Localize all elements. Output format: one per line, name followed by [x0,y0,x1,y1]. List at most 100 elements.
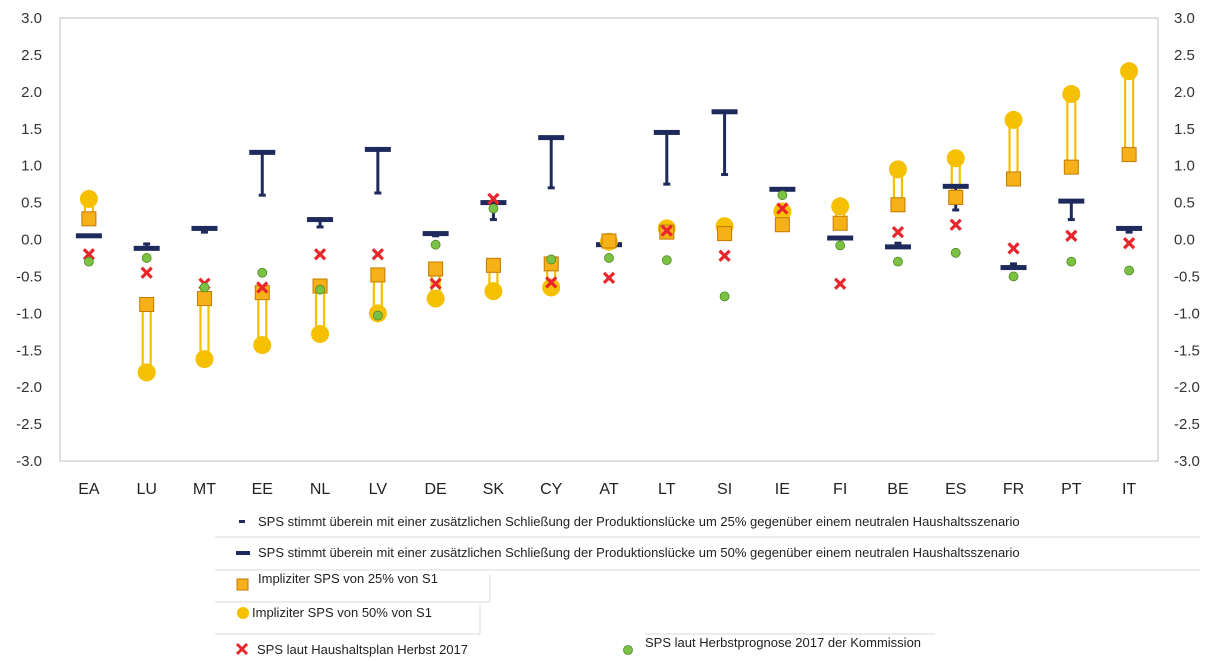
y-tick-left: 0.5 [21,195,42,212]
point-implied-50 [1004,110,1023,129]
marks [75,62,1143,382]
point-25pct-gap [200,230,208,234]
implied-sps-connector [1124,70,1135,156]
point-50pct-gap [422,231,449,237]
point-budget-plan [487,192,500,206]
point-budget-plan [718,249,731,262]
x-category-label: ES [945,481,966,498]
point-50pct-gap [1116,225,1143,231]
legend-label-50: SPS stimmt überein mit einer zusätzliche… [258,545,1020,560]
point-50pct-gap [364,146,391,152]
x-category-label: DE [425,481,447,498]
point-implied-50 [253,336,272,355]
point-commission-forecast [83,256,94,267]
y-tick-left: -2.5 [16,416,42,433]
point-budget-plan [256,281,269,294]
point-implied-25 [81,211,97,227]
point-25pct-gap [547,186,555,190]
point-budget-plan [1065,229,1078,242]
point-25pct-gap [258,193,266,197]
y-tick-right: 3.0 [1174,10,1195,27]
point-commission-forecast [257,267,268,278]
point-commission-forecast [1124,265,1135,276]
point-budget-plan [140,266,153,279]
point-25pct-gap [316,225,324,229]
y-tick-left: 1.0 [21,158,42,175]
point-implied-50 [484,282,503,301]
x-category-label: LV [369,481,388,498]
point-implied-25 [370,267,386,283]
point-50pct-gap [1000,265,1027,271]
x-category-label: CY [540,481,563,498]
point-implied-50 [542,278,561,297]
y-tick-left: 2.5 [21,47,42,64]
y-tick-right: 2.0 [1174,84,1195,101]
implied-sps-connector [141,303,152,374]
point-implied-25 [1121,147,1137,163]
point-implied-25 [832,215,848,231]
x-category-label: AT [599,481,618,498]
point-25pct-gap [663,182,671,186]
point-implied-50 [426,289,445,308]
point-implied-25 [428,261,444,277]
implied-sps-connector [199,297,210,361]
point-budget-plan [660,224,673,237]
legend-marker-circle [237,607,249,619]
y-tick-left: -0.5 [16,268,42,285]
x-category-label: EE [252,481,273,498]
point-50pct-gap [769,186,796,192]
point-commission-forecast [950,247,961,258]
point-implied-25 [196,291,212,307]
point-implied-50 [946,149,965,168]
point-25pct-gap [374,191,382,195]
plot-frame [59,17,1159,462]
x-category-label: FR [1003,481,1024,498]
x-category-label: PT [1061,481,1082,498]
category-labels: EA LU MT EE NL LV DE SK CY AT LT SI IE FI BE ES FR PT IT [78,481,1136,498]
legend-marker-dot [623,645,633,655]
point-budget-plan [776,202,789,215]
point-implied-25 [139,296,155,312]
point-50pct-gap [827,235,854,241]
legend-label-25: SPS stimmt überein mit einer zusätzliche… [258,514,1020,529]
y-tick-right: -0.5 [1174,268,1200,285]
point-50pct-gap [711,109,738,115]
point-50pct-gap [480,200,507,206]
legend-label-dot: SPS laut Herbstprognose 2017 der Kommiss… [645,635,921,650]
point-budget-plan [834,277,847,290]
x-category-label: MT [193,481,216,498]
legend-label-square: Impliziter SPS von 25% von S1 [258,571,438,586]
point-commission-forecast [372,310,383,321]
y-tick-left: 1.5 [21,121,42,138]
point-budget-plan [545,276,558,289]
y-tick-right: -2.5 [1174,416,1200,433]
point-50pct-gap [133,245,160,251]
legend-marker-25 [239,520,245,523]
y-tick-left: -2.0 [16,379,42,396]
point-50pct-gap [191,225,218,231]
point-commission-forecast [661,255,672,266]
point-implied-50 [311,325,330,344]
y-tick-left: 3.0 [21,10,42,27]
y-tick-right: 0.5 [1174,195,1195,212]
point-50pct-gap [75,233,102,239]
point-commission-forecast [604,253,614,263]
point-25pct-gap [721,173,729,177]
point-implied-50 [137,363,156,382]
x-category-label: SI [717,481,732,498]
point-budget-plan [1122,237,1136,250]
point-commission-forecast [430,239,441,250]
x-category-label: LT [658,481,676,498]
y-tick-left: -1.5 [16,342,42,359]
point-commission-forecast [546,254,557,265]
point-budget-plan [891,225,905,239]
x-category-label: EA [78,481,100,498]
point-implied-25 [774,217,790,233]
point-commission-forecast [835,240,846,251]
point-25pct-gap [1125,230,1133,234]
legend-marker-50 [236,551,250,555]
connectors [83,70,1135,374]
x-category-label: LU [136,481,156,498]
x-category-label: IT [1122,481,1136,498]
y-tick-right: -1.0 [1174,305,1200,322]
